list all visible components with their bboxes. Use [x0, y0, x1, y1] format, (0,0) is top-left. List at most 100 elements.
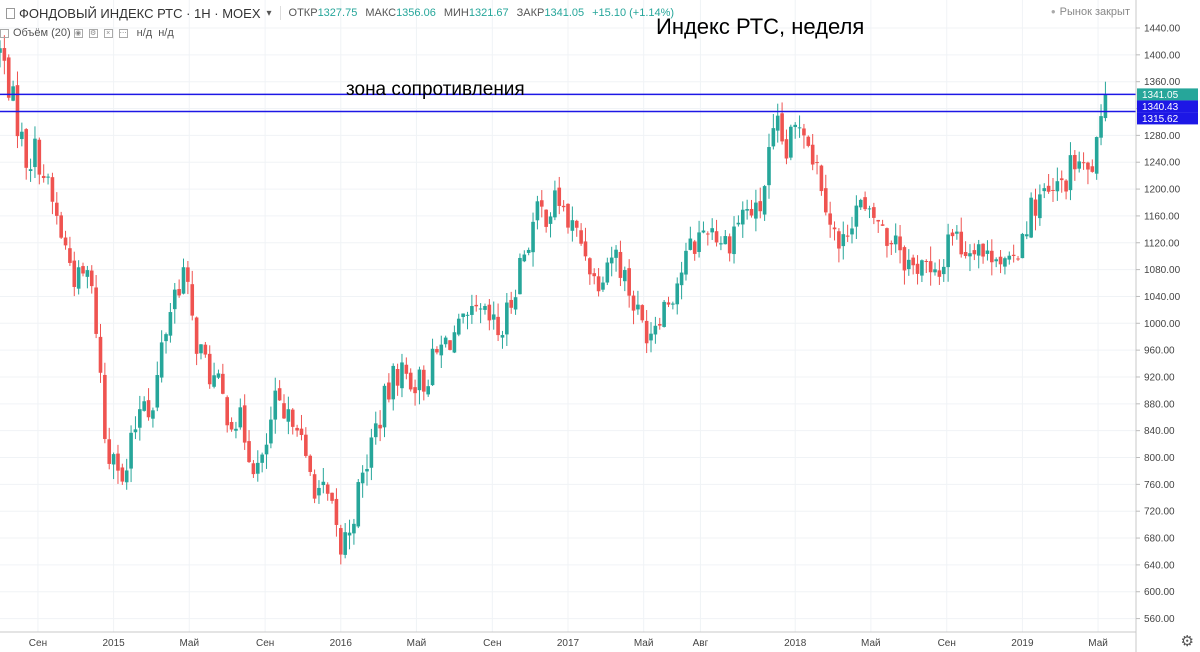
symbol-selector[interactable]: ФОНДОВЫЙ ИНДЕКС РТС · 1Н · MOEX ▾: [0, 6, 272, 21]
candle-body: [522, 254, 527, 262]
candle-body: [478, 308, 483, 310]
candle-body: [452, 332, 457, 353]
price-tick-label: 800.00: [1144, 453, 1175, 464]
candle-body: [6, 57, 11, 98]
candle-body: [671, 303, 675, 305]
collapse-icon[interactable]: [6, 7, 15, 19]
candle-body: [819, 165, 824, 192]
candle-body: [858, 199, 863, 208]
candle-body: [902, 247, 907, 271]
price-tick-label: 640.00: [1144, 560, 1175, 571]
candle-body: [976, 244, 981, 256]
candle-body: [1033, 199, 1038, 216]
candle-body: [535, 201, 540, 221]
candle-body: [470, 306, 474, 315]
candle-body: [955, 231, 959, 234]
candle-body: [72, 260, 77, 287]
candle-body: [837, 231, 841, 249]
candle-body: [116, 453, 120, 471]
candle-body: [242, 405, 247, 443]
candle-body: [749, 208, 754, 216]
candle-body: [1055, 181, 1060, 192]
candle-body: [789, 126, 793, 158]
candle-body: [557, 187, 562, 206]
candle-body: [828, 213, 832, 225]
candle-body: [636, 304, 640, 310]
candle-body: [11, 86, 15, 101]
candle-body: [343, 532, 347, 555]
candle-body: [1086, 162, 1090, 170]
candle-body: [229, 421, 234, 430]
candle-body: [465, 314, 470, 316]
settings-icon[interactable]: ⚙: [88, 28, 98, 38]
close-icon[interactable]: ×: [103, 28, 113, 38]
candle-body: [946, 234, 950, 268]
resistance-zone-label: зона сопротивления: [346, 79, 525, 100]
candle-body: [133, 429, 138, 433]
candle-body: [985, 250, 990, 254]
candle-body: [614, 249, 618, 258]
price-tick-label: 1200.00: [1144, 185, 1181, 196]
candle-body: [526, 249, 531, 253]
price-tick-label: 1080.00: [1144, 265, 1181, 276]
candle-body: [103, 374, 107, 439]
high-value: 1356.06: [396, 7, 436, 19]
candle-body: [321, 481, 326, 486]
candle-body: [439, 344, 444, 356]
candle-body: [426, 386, 430, 395]
candle-body: [623, 270, 627, 282]
price-tick-label: 1440.00: [1144, 24, 1181, 35]
candle-body: [850, 228, 854, 235]
gear-icon[interactable]: ⚙: [1180, 633, 1194, 650]
candle-body: [461, 313, 465, 317]
candle-body: [592, 273, 597, 277]
resistance-lines: [0, 93, 1136, 113]
price-tick-label: 1280.00: [1144, 131, 1181, 142]
price-tick-label: 760.00: [1144, 480, 1175, 491]
candle-body: [898, 236, 902, 251]
candle-body: [692, 241, 697, 254]
candle-body: [491, 314, 496, 320]
candle-body: [85, 270, 90, 277]
time-tick-label: Май: [407, 638, 427, 649]
collapse-icon[interactable]: [0, 28, 9, 38]
candle-body: [238, 407, 243, 428]
time-tick-label: Сен: [483, 638, 501, 649]
candle-body: [793, 124, 797, 128]
candle-body: [1103, 94, 1108, 119]
candle-body: [247, 441, 251, 463]
candle-body: [496, 316, 500, 336]
candle-body: [758, 201, 763, 212]
candle-body: [1094, 137, 1099, 174]
candle-body: [435, 349, 439, 353]
candle-body: [570, 220, 575, 231]
volume-value-1: н/д: [136, 27, 153, 39]
price-tick-label: 1160.00: [1144, 211, 1180, 222]
candle-body: [216, 373, 221, 378]
high-label: МАКС: [365, 7, 397, 19]
candle-body: [640, 305, 645, 321]
more-icon[interactable]: ⋯: [118, 28, 128, 38]
price-tick-label: 720.00: [1144, 507, 1175, 518]
candle-body: [845, 235, 850, 237]
low-label: МИН: [443, 7, 469, 19]
candle-body: [41, 175, 46, 179]
candle-body: [697, 232, 701, 252]
candle-body: [129, 432, 133, 469]
candle-body: [990, 250, 994, 263]
candle-body: [566, 203, 570, 228]
eye-icon[interactable]: ◉: [73, 28, 83, 38]
market-status: Рынок закрыт: [1051, 6, 1130, 18]
candle-body: [456, 318, 461, 335]
candle-body: [356, 482, 361, 527]
candle-body: [963, 252, 968, 257]
candle-body: [286, 409, 291, 422]
chevron-down-icon[interactable]: ▾: [266, 7, 272, 19]
candle-body: [277, 388, 282, 401]
candle-body: [928, 261, 933, 273]
volume-value-2: н/д: [158, 27, 174, 39]
candle-body: [784, 139, 789, 159]
candle-body: [89, 270, 94, 287]
price-tick-label: 680.00: [1144, 534, 1175, 545]
